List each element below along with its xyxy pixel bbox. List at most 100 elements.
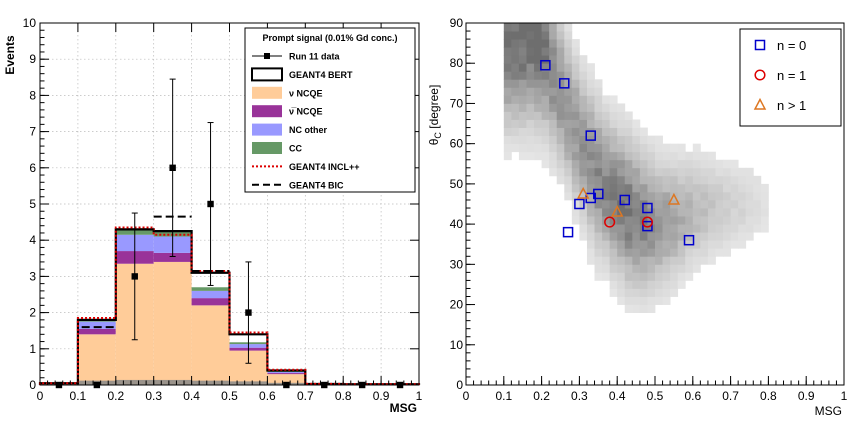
- heatmap-cell: [571, 151, 580, 161]
- heatmap-cell: [564, 103, 573, 112]
- heatmap-cell: [617, 175, 626, 185]
- heatmap-cell: [602, 183, 611, 193]
- x-tick-label: 0.8: [335, 389, 352, 403]
- heatmap-cell: [685, 272, 694, 281]
- heatmap-cell: [579, 79, 588, 88]
- heatmap-cell: [632, 296, 641, 305]
- heatmap-cell: [617, 216, 626, 225]
- heatmap-cell: [579, 191, 588, 201]
- legend-label: ν̅ NCQE: [289, 107, 323, 117]
- y-tick-label: 5: [29, 197, 36, 211]
- heatmap-cell: [503, 31, 512, 40]
- heatmap-cell: [511, 23, 520, 32]
- heatmap-cell: [707, 167, 716, 177]
- heatmap-cell: [723, 159, 731, 169]
- y-tick-label: 0: [456, 378, 463, 392]
- heatmap-cell: [617, 232, 626, 241]
- heatmap-cell: [632, 304, 641, 313]
- heatmap-cell: [647, 232, 656, 241]
- heatmap-cell: [526, 23, 535, 32]
- scatter-marker-square: [642, 220, 653, 232]
- heatmap-cell: [534, 143, 542, 153]
- heatmap-cell: [707, 159, 716, 169]
- heatmap-cell: [617, 288, 626, 297]
- theta-subscript: C: [433, 132, 443, 139]
- heatmap-cell: [617, 208, 626, 217]
- heatmap-cell: [518, 111, 527, 120]
- legend-marker-circle: [754, 69, 766, 81]
- data-point-marker: [131, 273, 138, 280]
- scatter-marker-square: [585, 130, 596, 141]
- scatter-marker-square: [619, 194, 631, 206]
- heatmap-cell: [594, 183, 603, 193]
- heatmap-cell: [571, 175, 580, 185]
- heatmap-cell: [677, 143, 686, 153]
- y-tick-label: 3: [29, 269, 36, 283]
- heatmap-cell: [753, 208, 762, 217]
- heatmap-cell: [639, 224, 648, 233]
- heatmap-cell: [526, 111, 535, 120]
- heatmap-cell: [715, 224, 724, 233]
- heatmap-cell: [624, 296, 633, 305]
- heatmap-cell: [579, 95, 588, 104]
- heatmap-cell: [692, 175, 701, 185]
- heatmap-cell: [677, 248, 686, 257]
- legend-marker-square: [754, 39, 766, 51]
- heatmap-cell: [655, 167, 663, 177]
- heatmap-cell: [609, 151, 618, 161]
- heatmap-cell: [677, 256, 686, 265]
- heatmap-cell: [526, 151, 535, 161]
- heatmap-cell: [503, 87, 512, 96]
- heatmap-cell: [586, 103, 595, 112]
- heatmap-cell: [549, 95, 558, 104]
- heatmap-cell: [549, 87, 558, 96]
- y-tick-label: 7: [29, 125, 36, 139]
- heatmap-cell: [609, 167, 618, 177]
- heatmap-cell: [549, 103, 558, 112]
- heatmap-cell: [541, 159, 550, 169]
- legend-label: NC other: [289, 125, 327, 135]
- x-tick-label: 0.1: [70, 389, 87, 403]
- heatmap-cell: [564, 63, 573, 72]
- heatmap-cell: [685, 256, 694, 265]
- heatmap-cell: [738, 208, 747, 217]
- heatmap-cell: [639, 183, 648, 193]
- heatmap-cell: [632, 248, 641, 257]
- heatmap-cell: [602, 191, 611, 201]
- histogram-legend: Prompt signal (0.01% Gd conc.) Run 11 da…: [244, 27, 416, 193]
- heatmap-cell: [564, 183, 573, 193]
- heatmap-cell: [617, 119, 626, 128]
- heatmap-cell: [655, 224, 663, 233]
- heatmap-cell: [707, 224, 716, 233]
- y-tick-label: 20: [450, 298, 464, 312]
- heatmap-cell: [571, 111, 580, 120]
- heatmap-cell: [534, 127, 542, 137]
- heatmap-cell: [556, 39, 565, 48]
- heatmap-cell: [594, 175, 603, 185]
- heatmap-cell: [549, 39, 558, 48]
- heatmap-cell: [632, 208, 641, 217]
- heatmap-cell: [609, 280, 618, 289]
- heatmap-cell: [586, 87, 595, 96]
- heatmap-cell: [647, 304, 656, 313]
- heatmap-cell: [632, 151, 641, 161]
- heatmap-cell: [503, 95, 512, 104]
- heatmap-cell: [692, 224, 701, 233]
- heatmap-cell: [586, 232, 595, 241]
- heatmap-cell: [707, 232, 716, 241]
- heatmap-cell: [518, 135, 527, 145]
- heatmap-cell: [617, 248, 626, 257]
- heatmap-cell: [730, 175, 739, 185]
- heatmap-cell: [579, 135, 588, 145]
- heatmap-cell: [670, 280, 679, 289]
- scatter-marker-circle: [604, 216, 616, 228]
- heatmap-cell: [692, 240, 701, 249]
- heatmap-cell: [579, 111, 588, 120]
- stack-bar: [77, 334, 116, 385]
- heatmap-cell: [609, 272, 618, 281]
- heatmap-cell: [571, 167, 580, 177]
- heatmap-cell: [692, 159, 701, 169]
- heatmap-cell: [700, 191, 709, 201]
- heatmap-cell: [624, 135, 633, 145]
- heatmap-cell: [534, 95, 542, 104]
